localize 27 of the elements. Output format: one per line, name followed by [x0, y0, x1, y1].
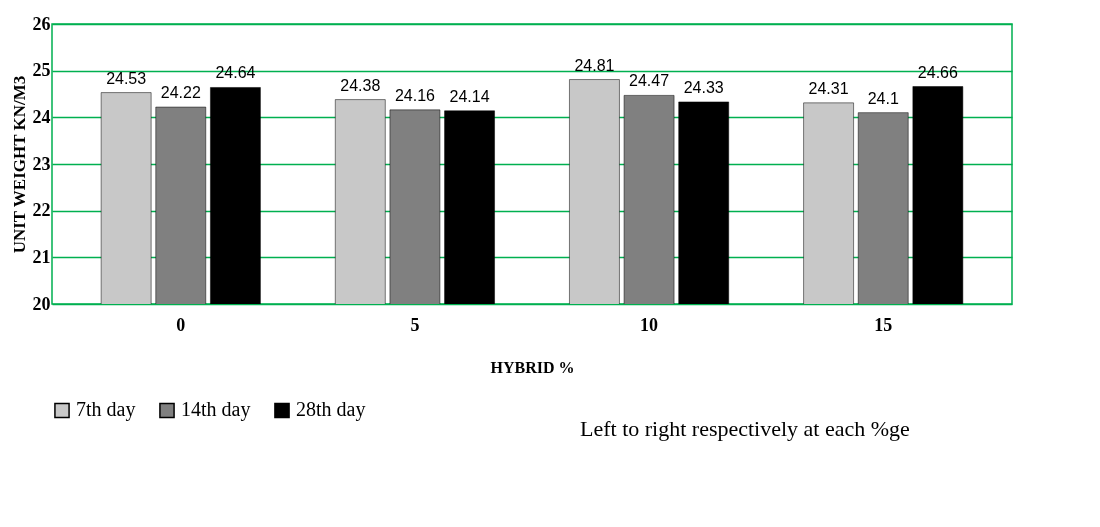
legend-label: 28th day	[296, 398, 366, 422]
text: Left to right respectively at each %ge	[580, 416, 910, 441]
y-tick-label: 22	[32, 200, 51, 221]
data-label: 24.22	[160, 84, 201, 102]
x-tick-label: 15	[874, 314, 893, 335]
data-label: 24.53	[106, 69, 147, 87]
legend-label: 7th day	[76, 398, 136, 422]
data-label: 24.1	[867, 89, 899, 107]
data-label: 24.47	[629, 72, 670, 90]
y-axis-title: UNIT WEIGHT KN/M3	[9, 75, 29, 254]
data-label: 24.38	[340, 76, 381, 94]
data-label: 24.31	[808, 79, 849, 97]
x-tick-label: 5	[410, 314, 420, 335]
y-tick-label: 23	[32, 153, 51, 174]
y-tick-label: 25	[32, 60, 51, 81]
x-tick-label: 10	[640, 314, 659, 335]
y-tick-label: 26	[32, 13, 51, 34]
data-label: 24.81	[574, 56, 615, 74]
y-tick-label: 20	[32, 293, 51, 314]
y-tick-label: 21	[32, 246, 51, 267]
x-tick-label: 0	[176, 314, 186, 335]
x-axis-title: HYBRID %	[490, 358, 575, 376]
data-label: 24.16	[394, 86, 436, 104]
y-tick-label: 24	[32, 106, 51, 127]
data-label: 24.14	[449, 87, 490, 105]
legend-label: 14th day	[181, 398, 251, 422]
data-label: 24.33	[683, 78, 724, 96]
